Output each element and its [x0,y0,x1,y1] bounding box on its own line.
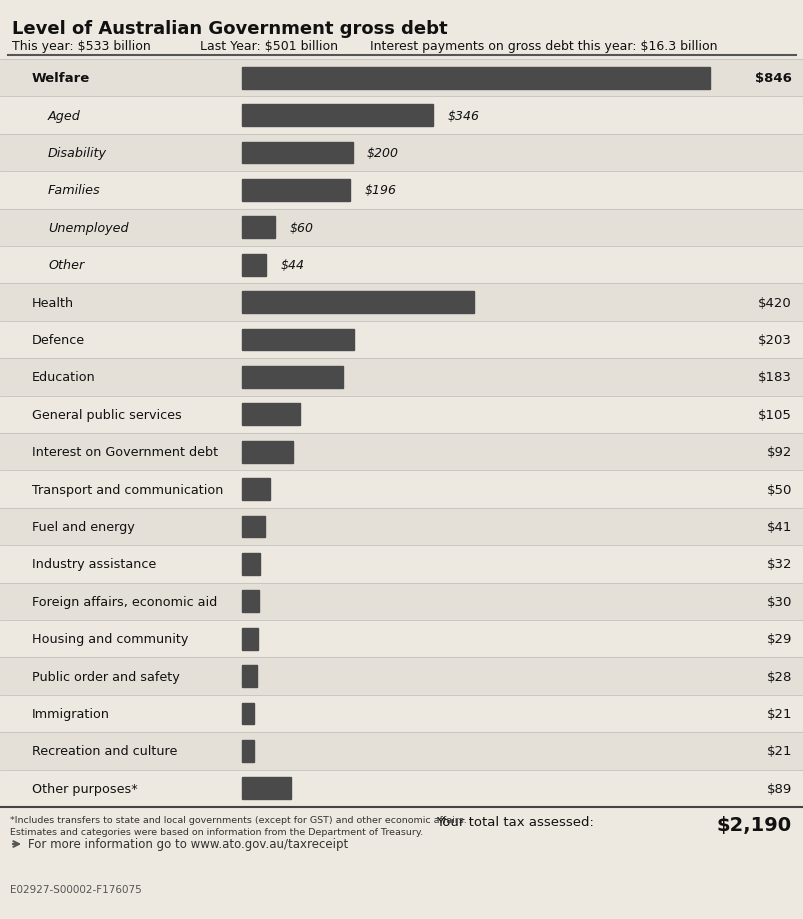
Text: $30: $30 [766,596,791,608]
Text: Unemployed: Unemployed [48,221,128,234]
Bar [242,329,354,351]
Text: Your total tax assessed:: Your total tax assessed: [435,815,593,828]
Bar [242,629,258,650]
Bar [242,479,269,501]
Text: $41: $41 [766,520,791,533]
Text: $28: $28 [766,670,791,683]
Text: $29: $29 [766,632,791,645]
Bar [0,172,803,210]
Text: Immigration: Immigration [32,708,110,720]
Text: $32: $32 [765,558,791,571]
Text: $346: $346 [447,109,479,122]
Text: $92: $92 [766,446,791,459]
Text: This year: $533 billion: This year: $533 billion [12,40,151,53]
Text: Last Year: $501 billion: Last Year: $501 billion [200,40,337,53]
Bar [0,546,803,583]
Bar [0,770,803,807]
Bar [242,516,264,538]
Bar [242,255,266,277]
Text: $2,190: $2,190 [716,815,791,834]
Text: Foreign affairs, economic aid: Foreign affairs, economic aid [32,596,217,608]
Text: $21: $21 [765,708,791,720]
Bar [242,665,257,687]
Bar [242,591,259,612]
Bar [0,97,803,135]
Bar [0,471,803,508]
Text: Other purposes*: Other purposes* [32,782,137,795]
Text: E02927-S00002-F176075: E02927-S00002-F176075 [10,884,141,894]
Text: For more information go to www.ato.gov.au/taxreceipt: For more information go to www.ato.gov.a… [28,837,348,851]
Text: Public order and safety: Public order and safety [32,670,180,683]
Text: $420: $420 [757,296,791,310]
Bar [242,105,433,127]
Text: Defence: Defence [32,334,85,346]
Text: Families: Families [48,184,100,198]
Bar [242,142,353,165]
Text: $203: $203 [757,334,791,346]
Bar [242,367,343,389]
Bar [0,396,803,434]
Text: Fuel and energy: Fuel and energy [32,520,135,533]
Bar [242,703,253,724]
Text: Estimates and categories were based on information from the Department of Treasu: Estimates and categories were based on i… [10,827,422,836]
Text: $44: $44 [280,259,304,272]
Text: Disability: Disability [48,147,107,160]
Text: Housing and community: Housing and community [32,632,188,645]
Text: Aged: Aged [48,109,81,122]
Bar [0,322,803,358]
Bar [0,284,803,322]
Text: Level of Australian Government gross debt: Level of Australian Government gross deb… [12,20,447,38]
Text: Interest on Government debt: Interest on Government debt [32,446,218,459]
Text: Interest payments on gross debt this year: $16.3 billion: Interest payments on gross debt this yea… [369,40,716,53]
Text: $846: $846 [754,72,791,85]
Text: Recreation and culture: Recreation and culture [32,744,177,757]
Bar [0,358,803,396]
Text: $196: $196 [364,184,396,198]
Bar [0,658,803,695]
Bar [242,404,300,425]
Bar [0,434,803,471]
Bar [0,695,803,732]
Bar [0,246,803,284]
Bar [242,180,350,201]
Bar [0,508,803,546]
Text: $21: $21 [765,744,791,757]
Text: *Includes transfers to state and local governments (except for GST) and other ec: *Includes transfers to state and local g… [10,815,467,824]
Bar [0,583,803,620]
Text: Education: Education [32,371,96,384]
Text: $50: $50 [766,483,791,496]
Bar [242,292,474,313]
Bar [242,777,291,800]
Bar [242,217,275,239]
Bar [0,135,803,172]
Text: $60: $60 [289,221,313,234]
Bar [0,732,803,770]
Bar [0,210,803,246]
Text: $89: $89 [766,782,791,795]
Text: Industry assistance: Industry assistance [32,558,156,571]
Bar [0,620,803,658]
Bar [242,68,709,89]
Text: Other: Other [48,259,84,272]
Text: $105: $105 [757,408,791,421]
Text: $183: $183 [757,371,791,384]
Text: General public services: General public services [32,408,181,421]
Bar [0,60,803,97]
Text: $200: $200 [366,147,398,160]
Bar [242,553,259,575]
Text: Welfare: Welfare [32,72,90,85]
Bar [242,441,292,463]
Bar [242,740,253,762]
Text: Transport and communication: Transport and communication [32,483,223,496]
Text: Health: Health [32,296,74,310]
